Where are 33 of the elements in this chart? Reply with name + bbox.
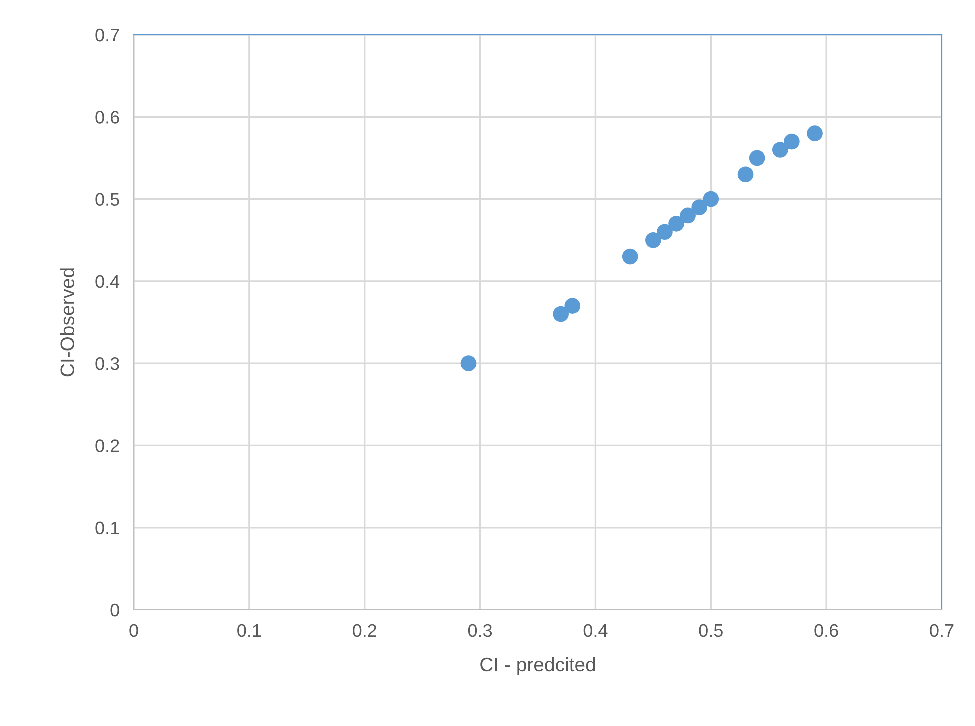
- point: [657, 224, 673, 240]
- point: [668, 216, 684, 232]
- x-tick-label: 0.7: [930, 624, 954, 638]
- y-tick-label: 0.4: [96, 275, 120, 288]
- x-axis-title: CI - predcited: [480, 657, 596, 676]
- point: [622, 248, 638, 265]
- y-tick-label: 0: [110, 604, 120, 617]
- x-tick-label: 0.3: [468, 624, 492, 638]
- x-tick-label: 0.1: [238, 624, 262, 638]
- y-tick-label: 0.5: [96, 193, 120, 206]
- x-tick-label: 0: [130, 624, 138, 638]
- x-tick-label: 0.5: [699, 624, 723, 638]
- x-tick-label: 0.2: [353, 624, 376, 638]
- point: [680, 208, 696, 224]
- point: [807, 126, 823, 142]
- y-tick-label: 0.2: [96, 440, 120, 452]
- point: [692, 200, 708, 216]
- point: [703, 191, 720, 208]
- point: [749, 150, 766, 166]
- x-tick-label: 0.4: [584, 624, 608, 638]
- point: [564, 298, 581, 314]
- point: [784, 134, 800, 150]
- y-tick-label: 0.1: [96, 522, 120, 535]
- y-tick-label: 0.3: [96, 358, 120, 370]
- x-tick-label: 0.6: [814, 624, 838, 638]
- y-tick-label: 0.6: [96, 111, 120, 124]
- point: [460, 356, 477, 372]
- y-axis-title: CI-Observed: [60, 268, 75, 377]
- point: [772, 142, 788, 158]
- point: [738, 166, 754, 183]
- y-tick-label: 0.7: [96, 28, 120, 42]
- point: [646, 232, 662, 248]
- point: [553, 306, 570, 322]
